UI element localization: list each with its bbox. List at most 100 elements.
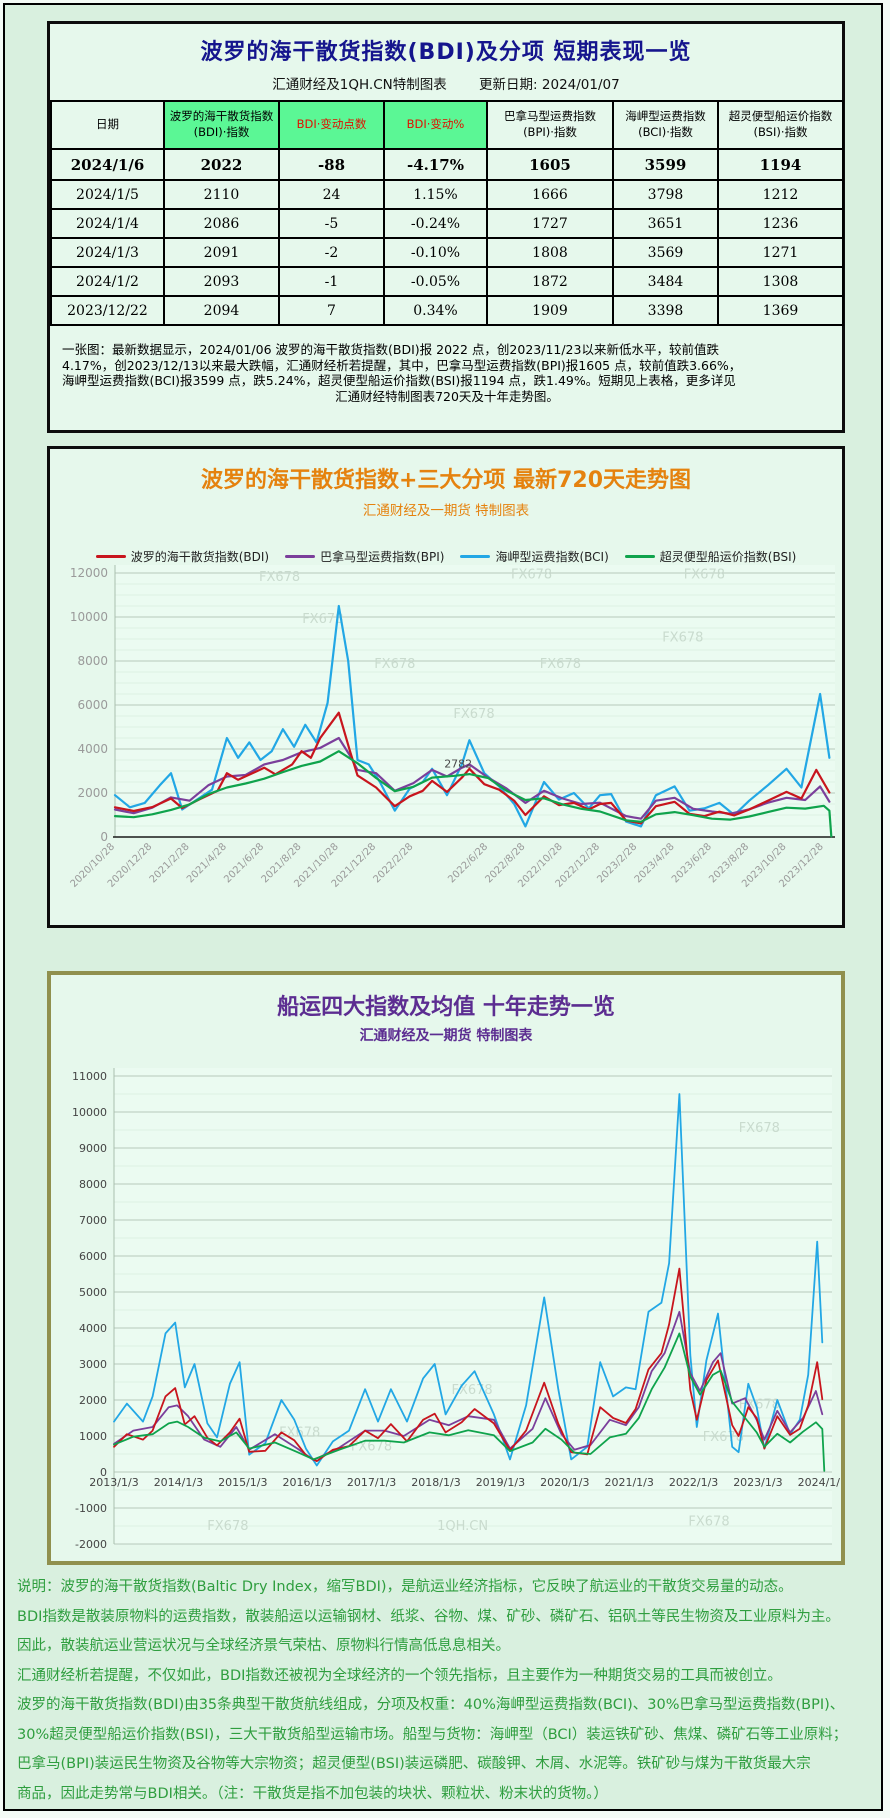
table-cell: 3798 xyxy=(612,179,719,210)
description-line: BDI指数是散装原物料的运费指数，散装船运以运输钢材、纸浆、谷物、煤、矿砂、磷矿… xyxy=(17,1608,840,1625)
x-axis-label: 2017/1/3 xyxy=(347,1476,396,1489)
x-axis-label: 2023/1/3 xyxy=(733,1476,782,1489)
table-cell: -5 xyxy=(278,208,385,239)
bdi-table: 日期 波罗的海干散货指数(BDI)·指数 BDI·变动点数 BDI·变动% 巴拿马型运费… xyxy=(50,100,844,326)
description-line: 商品，因此走势常与BDI相关。（注：干散货是指不加包装的块状、颗粒状、粉末状的货… xyxy=(17,1785,608,1802)
table-cell: -4.17% xyxy=(383,148,488,181)
series-line-BCI xyxy=(113,1093,824,1467)
description-line: 巴拿马(BPI)装运民生物资及谷物等大宗物资；超灵便型(BSI)装运磷肥、碳酸钾… xyxy=(17,1756,811,1772)
y-axis-label: 8000 xyxy=(77,654,108,668)
watermark: FX678 xyxy=(540,657,581,672)
column-header: BDI·变动点数 xyxy=(278,100,385,150)
watermark: FX678 xyxy=(684,567,725,582)
y-axis-label: 6000 xyxy=(79,1250,107,1263)
table-cell: 1727 xyxy=(486,208,614,239)
table-cell: 3651 xyxy=(612,208,719,239)
table-cell: 1872 xyxy=(486,266,614,297)
legend-label: 超灵便型船运价指数(BSI) xyxy=(659,550,797,564)
table-cell: 1212 xyxy=(717,179,844,210)
chart-720day: 0200040006000800010000120002020/10/28202… xyxy=(69,565,835,890)
table-cell: 2022 xyxy=(163,148,280,181)
x-axis-label: 2021/1/3 xyxy=(604,1476,653,1489)
column-header: 超灵便型船运价指数(BSI)·指数 xyxy=(717,100,844,150)
table-subtitle: 汇通财经及1QH.CN特制图表 更新日期: 2024/01/07 xyxy=(50,73,842,93)
x-axis-label: 2022/1/3 xyxy=(669,1476,718,1489)
x-axis-label: 2024/1/3 xyxy=(798,1476,840,1489)
chart-10year-section: 船运四大指数及均值 十年走势一览 汇通财经及一期货 特制图表 波罗的海干散货指数… xyxy=(47,971,845,1565)
table-row: 2024/1/3 2091 -2 -0.10% 1808 3569 1271 xyxy=(50,237,844,268)
watermark: FX678 xyxy=(688,1514,729,1529)
x-axis-label: 2020/1/3 xyxy=(540,1476,589,1489)
y-axis-label: -2000 xyxy=(75,1538,107,1551)
legend-item-BCI: 海岬型运费指数(BCI) xyxy=(460,548,609,565)
page-title: 波罗的海干散货指数(BDI)及分项 短期表现一览 xyxy=(200,40,692,65)
plot-area xyxy=(115,565,835,837)
column-header: BDI·变动% xyxy=(383,100,488,150)
watermark: FX678 xyxy=(374,657,415,672)
table-cell: 1.15% xyxy=(383,179,488,210)
legend-label: 海岬型运费指数(BCI) xyxy=(495,550,609,564)
y-axis-label: 4000 xyxy=(79,1322,107,1335)
summary-line: 一张图：最新数据显示，2024/01/06 波罗的海干散货指数(BDI)报 20… xyxy=(62,342,719,357)
x-axis-label: 2019/1/3 xyxy=(476,1476,525,1489)
legend-item-BSI: 超灵便型船运价指数(BSI) xyxy=(624,548,797,565)
table-cell: 24 xyxy=(278,179,385,210)
table-cell: 2093 xyxy=(163,266,280,297)
table-cell: 2110 xyxy=(163,179,280,210)
y-axis-label: 10000 xyxy=(70,610,108,624)
x-axis-label: 2015/1/3 xyxy=(218,1476,267,1489)
table-cell: -2 xyxy=(278,237,385,268)
summary-line: 汇通财经特制图表720天及十年走势图。 xyxy=(335,388,559,404)
chart-720day-section: 波罗的海干散货指数+三大分项 最新720天走势图 汇通财经及一期货 特制图表 波… xyxy=(47,446,845,928)
x-axis-label: 2016/1/3 xyxy=(282,1476,331,1489)
y-axis-label: -1000 xyxy=(75,1502,107,1515)
chart720-legend: 波罗的海干散货指数(BDI) 巴拿马型运费指数(BPI) 海岬型运费指数(BCI) 超… xyxy=(50,548,842,565)
table-header-row: 日期 波罗的海干散货指数(BDI)·指数 BDI·变动点数 BDI·变动% 巴拿马型运费… xyxy=(50,100,844,150)
legend-swatch-BSI xyxy=(624,554,655,559)
table-cell: 2086 xyxy=(163,208,280,239)
table-cell: -1 xyxy=(278,266,385,297)
y-axis-label: 9000 xyxy=(79,1142,107,1155)
chart10y-title: 船运四大指数及均值 十年走势一览 xyxy=(277,995,615,1020)
x-axis-label: 2022/2/28 xyxy=(371,841,415,885)
summary-paragraph: 一张图：最新数据显示，2024/01/06 波罗的海干散货指数(BDI)报 20… xyxy=(50,326,842,404)
source-label: 汇通财经及1QH.CN特制图表 xyxy=(272,77,447,93)
table-row: 2024/1/2 2093 -1 -0.05% 1872 3484 1308 xyxy=(50,266,844,297)
series-line-BDI xyxy=(113,1267,824,1463)
table-row: 2024/1/5 2110 24 1.15% 1666 3798 1212 xyxy=(50,179,844,210)
y-axis-label: 11000 xyxy=(72,1070,107,1083)
table-cell: 3599 xyxy=(612,148,719,181)
table-cell: 2024/1/5 xyxy=(50,179,165,210)
table-cell: 3398 xyxy=(612,295,719,326)
legend-label: 波罗的海干散货指数(BDI) xyxy=(130,550,270,564)
y-axis-label: 10000 xyxy=(72,1106,107,1119)
table-cell: 1271 xyxy=(717,237,844,268)
watermark: FX678 xyxy=(703,1430,744,1445)
column-header: 海岬型运费指数(BCI)·指数 xyxy=(612,100,719,150)
y-axis-label: 0 xyxy=(100,830,108,844)
legend-swatch-BDI xyxy=(95,554,126,559)
legend-item-BDI: 波罗的海干散货指数(BDI) xyxy=(95,548,270,565)
description-line: 说明：波罗的海干散货指数(Baltic Dry Index，缩写BDI)，是航运… xyxy=(17,1579,793,1595)
description-line: 因此，散装航运业营运状况与全球经济景气荣枯、原物料行情高低息息相关。 xyxy=(17,1638,510,1654)
plot-area xyxy=(114,1068,832,1544)
column-header: 巴拿马型运费指数(BPI)·指数 xyxy=(486,100,614,150)
watermark: FX678 xyxy=(739,1121,780,1136)
description-line: 汇通财经析若提醒，不仅如此，BDI指数还被视为全球经济的一个领先指标，且主要作为… xyxy=(17,1667,782,1684)
x-axis-label: 2014/1/3 xyxy=(154,1476,203,1489)
column-header: 波罗的海干散货指数(BDI)·指数 xyxy=(163,100,280,150)
summary-line: 海岬型运费指数(BCI)报3599 点，跌5.24%，超灵便型船运价指数(BSI… xyxy=(62,373,736,388)
update-date-label: 更新日期: 2024/01/07 xyxy=(479,77,620,93)
legend-label: 巴拿马型运费指数(BPI) xyxy=(320,550,445,564)
y-axis-label: 4000 xyxy=(77,742,108,756)
summary-line: 4.17%，创2023/12/13以来最大跌幅，汇通财经析若提醒，其中，巴拿马型… xyxy=(62,357,742,373)
x-axis-label: 2018/1/3 xyxy=(411,1476,460,1489)
watermark: FX678 xyxy=(453,707,494,722)
table-cell: 2024/1/4 xyxy=(50,208,165,239)
table-cell: 1308 xyxy=(717,266,844,297)
watermark: FX678 xyxy=(351,1439,392,1454)
table-cell: 2024/1/3 xyxy=(50,237,165,268)
y-axis-label: 6000 xyxy=(77,698,108,712)
table-cell: 7 xyxy=(278,295,385,326)
table-cell: 1236 xyxy=(717,208,844,239)
